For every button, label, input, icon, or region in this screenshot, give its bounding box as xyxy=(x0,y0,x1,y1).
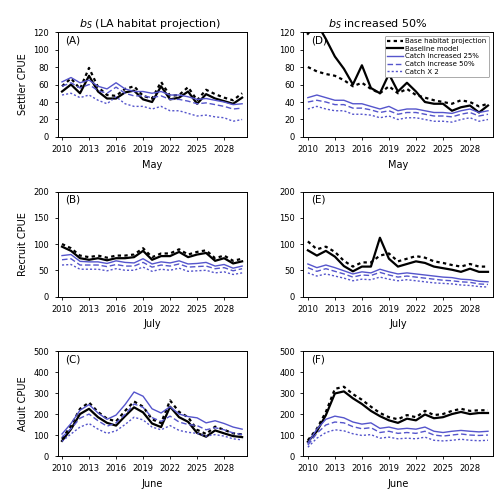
X-axis label: May: May xyxy=(142,160,162,170)
Text: (B): (B) xyxy=(65,195,80,205)
X-axis label: July: July xyxy=(144,319,161,329)
Y-axis label: Adult CPUE: Adult CPUE xyxy=(18,376,28,431)
X-axis label: June: June xyxy=(387,479,408,489)
X-axis label: May: May xyxy=(388,160,408,170)
Legend: Base habitat projection, Baseline model, Catch increased 25%, Catch increase 50%: Base habitat projection, Baseline model,… xyxy=(385,35,489,77)
Text: $b_S$ (LA habitat projection): $b_S$ (LA habitat projection) xyxy=(79,17,221,31)
Text: (D): (D) xyxy=(311,35,327,45)
Y-axis label: Settler CPUE: Settler CPUE xyxy=(18,54,28,115)
Text: (C): (C) xyxy=(65,354,80,364)
X-axis label: July: July xyxy=(389,319,406,329)
X-axis label: June: June xyxy=(142,479,163,489)
Text: (F): (F) xyxy=(311,354,325,364)
Text: $b_S$ increased 50%: $b_S$ increased 50% xyxy=(328,17,428,31)
Text: (A): (A) xyxy=(65,35,80,45)
Text: (E): (E) xyxy=(311,195,326,205)
Y-axis label: Recruit CPUE: Recruit CPUE xyxy=(18,212,28,276)
